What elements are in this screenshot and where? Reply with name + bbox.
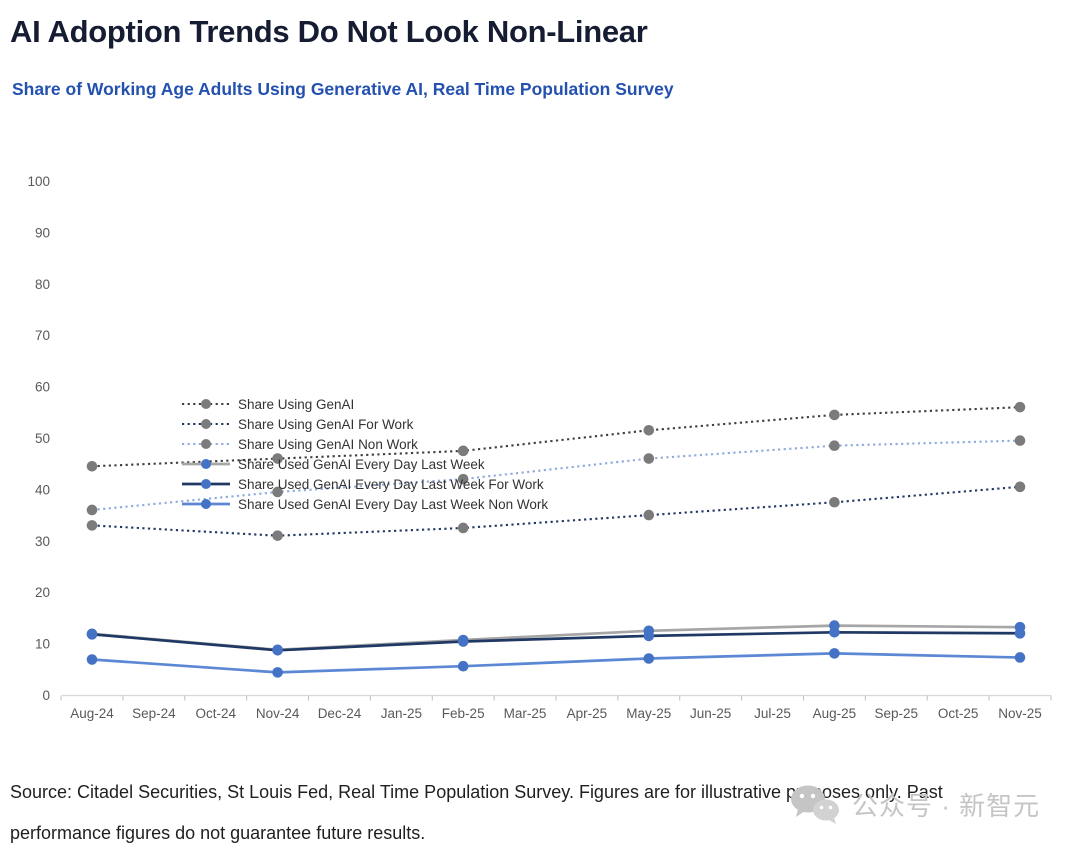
series-line-0 (91, 406, 1021, 468)
x-axis-label: Nov-24 (256, 706, 300, 721)
x-axis-label: Mar-25 (504, 706, 547, 721)
x-axis-label: Feb-25 (442, 706, 485, 721)
x-axis-label: Oct-24 (195, 706, 236, 721)
data-point-marker (1014, 435, 1026, 446)
legend-label: Share Used GenAI Every Day Last Week Non… (238, 496, 549, 512)
data-point-marker (86, 520, 98, 531)
data-point-marker (272, 486, 283, 498)
legend-label: Share Used GenAI Every Day Last Week For… (238, 476, 544, 492)
chart-legend: Share Using GenAI Share Using GenAI For W… (181, 394, 548, 514)
data-point-marker (1014, 652, 1026, 663)
data-point-marker (457, 636, 469, 647)
legend-swatch (182, 499, 230, 509)
wechat-icon (791, 785, 839, 824)
watermark: 公众号 · 新智元 (788, 783, 1040, 825)
data-point-marker (643, 653, 655, 664)
x-axis-label: Nov-25 (998, 706, 1042, 721)
data-point-marker (643, 453, 655, 464)
legend-label: Share Used GenAI Every Day Last Week (238, 456, 485, 472)
legend-swatch (182, 479, 230, 489)
data-point-marker (457, 473, 469, 485)
legend-item-2: Share Using GenAI Non Work (181, 434, 548, 454)
x-axis-label: Sep-25 (874, 706, 918, 721)
data-point-marker (1014, 481, 1026, 493)
legend-swatch (182, 419, 230, 429)
series-line-1 (91, 485, 1021, 537)
legend-swatch (182, 459, 230, 469)
legend-swatch (182, 439, 230, 449)
y-axis-label: 10 (35, 637, 50, 652)
data-point-marker (457, 522, 469, 534)
y-axis-label: 50 (35, 431, 50, 446)
y-axis-label: 20 (35, 585, 50, 600)
data-point-marker (829, 496, 840, 508)
series-line-4 (91, 630, 1021, 652)
data-point-marker (1014, 401, 1026, 413)
legend-item-3: Share Used GenAI Every Day Last Week (181, 454, 548, 474)
x-axis-label: Apr-25 (567, 706, 608, 721)
y-axis-label: 100 (27, 174, 50, 189)
legend-swatch (182, 399, 230, 409)
legend-label: Share Using GenAI For Work (238, 416, 414, 432)
data-point-marker (643, 509, 655, 521)
data-point-marker (272, 530, 283, 541)
x-axis-label: Aug-25 (813, 706, 857, 721)
series-line-2 (91, 439, 1021, 512)
series-line-5 (91, 652, 1021, 674)
chart-subtitle: Share of Working Age Adults Using Genera… (12, 79, 674, 99)
data-point-marker (86, 504, 98, 516)
data-point-marker (829, 440, 840, 452)
x-axis-label: Jul-25 (754, 706, 791, 721)
y-axis-label: 60 (35, 380, 50, 395)
line-chart: 0 10 20 30 40 50 60 70 80 90 100 Aug-24 Sep-24 Oct-24… (0, 150, 1080, 750)
data-point-marker (457, 660, 469, 672)
data-point-marker (1014, 628, 1026, 639)
y-axis-label: 80 (35, 277, 50, 292)
legend-item-5: Share Used GenAI Every Day Last Week Non… (181, 494, 548, 514)
data-point-marker (643, 424, 655, 436)
data-point-marker (272, 644, 283, 656)
chart-canvas: 0 10 20 30 40 50 60 70 80 90 100 Aug-24 Sep-24 Oct-24… (27, 174, 1052, 721)
legend-label: Share Using GenAI (238, 396, 355, 412)
x-axis-label: May-25 (626, 706, 671, 721)
data-point-marker (643, 630, 655, 642)
data-point-marker (86, 460, 98, 472)
y-axis-label: 90 (35, 225, 50, 240)
watermark-text: 公众号 · 新智元 (852, 790, 1041, 821)
x-axis-label: Oct-25 (938, 706, 979, 721)
legend-item-4: Share Used GenAI Every Day Last Week For… (181, 474, 548, 494)
data-point-marker (86, 629, 98, 640)
y-axis-label: 40 (35, 482, 50, 497)
page-title: AI Adoption Trends Do Not Look Non-Linea… (10, 14, 648, 49)
x-axis-label: Jun-25 (690, 706, 731, 721)
legend-label: Share Using GenAI Non Work (238, 436, 418, 452)
legend-item-0: Share Using GenAI (181, 394, 548, 414)
data-point-marker (457, 445, 469, 457)
data-point-marker (86, 654, 98, 665)
y-axis-label: 30 (35, 534, 50, 549)
data-point-marker (829, 409, 840, 421)
data-point-marker (272, 667, 283, 678)
data-point-marker (272, 453, 283, 464)
data-point-marker (829, 648, 840, 659)
x-axis-label: Sep-24 (132, 706, 176, 721)
x-axis-label: Aug-24 (70, 706, 114, 721)
source-note: Source: Citadel Securities, St Louis Fed… (10, 782, 943, 843)
legend-item-1: Share Using GenAI For Work (181, 414, 548, 434)
x-axis-label: Dec-24 (318, 706, 362, 721)
y-axis-label: 0 (42, 688, 50, 703)
data-point-marker (829, 626, 840, 638)
x-axis-label: Jan-25 (381, 706, 422, 721)
y-axis-label: 70 (35, 328, 50, 343)
